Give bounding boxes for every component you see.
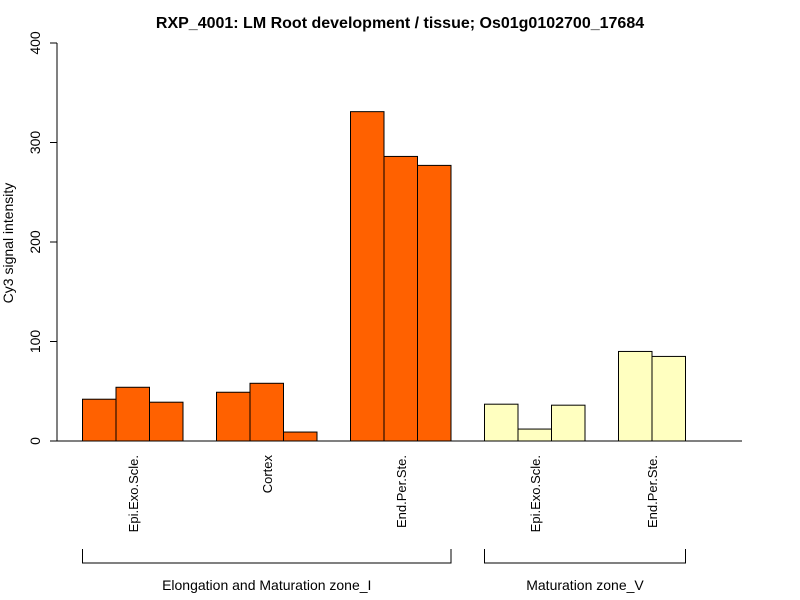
bar xyxy=(115,386,150,442)
bar xyxy=(651,355,686,442)
y-ticks: 0 100 200 300 400 xyxy=(27,31,57,445)
bar xyxy=(383,155,418,442)
bar xyxy=(216,391,251,442)
category-labels: Epi.Exo.Scle. Cortex End.Per.Ste. Epi.Exo.S… xyxy=(126,455,660,533)
chart-title: RXP_4001: LM Root development / tissue; … xyxy=(156,15,644,32)
bar xyxy=(551,404,586,442)
bar xyxy=(417,164,452,442)
bar xyxy=(82,398,117,442)
y-tick-label: 0 xyxy=(27,437,43,445)
bar xyxy=(149,401,184,442)
group-bracket xyxy=(484,549,686,564)
bar xyxy=(618,350,653,442)
y-tick-label: 100 xyxy=(27,330,43,354)
bar xyxy=(484,403,519,442)
bar xyxy=(517,428,552,442)
bar xyxy=(249,382,284,442)
bar xyxy=(350,111,385,442)
y-tick-label: 200 xyxy=(27,230,43,254)
y-tick-label: 300 xyxy=(27,131,43,155)
category-label: Cortex xyxy=(260,455,275,494)
group-brackets: Elongation and Maturation zone_I Maturati… xyxy=(82,549,686,593)
category-label: Epi.Exo.Scle. xyxy=(126,455,141,532)
group-bracket xyxy=(82,549,452,564)
y-tick-label: 400 xyxy=(27,31,43,55)
group-label: Maturation zone_V xyxy=(526,577,644,593)
y-axis-label: Cy3 signal intensity xyxy=(0,183,16,304)
category-label: End.Per.Ste. xyxy=(394,455,409,528)
bars xyxy=(82,111,686,442)
category-label: End.Per.Ste. xyxy=(645,455,660,528)
bar xyxy=(283,431,318,442)
category-label: Epi.Exo.Scle. xyxy=(528,455,543,532)
group-label: Elongation and Maturation zone_I xyxy=(162,577,371,593)
